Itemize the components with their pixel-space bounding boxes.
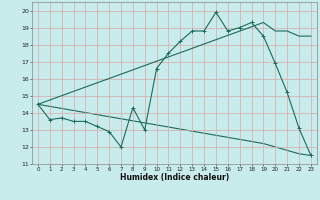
X-axis label: Humidex (Indice chaleur): Humidex (Indice chaleur) xyxy=(120,173,229,182)
